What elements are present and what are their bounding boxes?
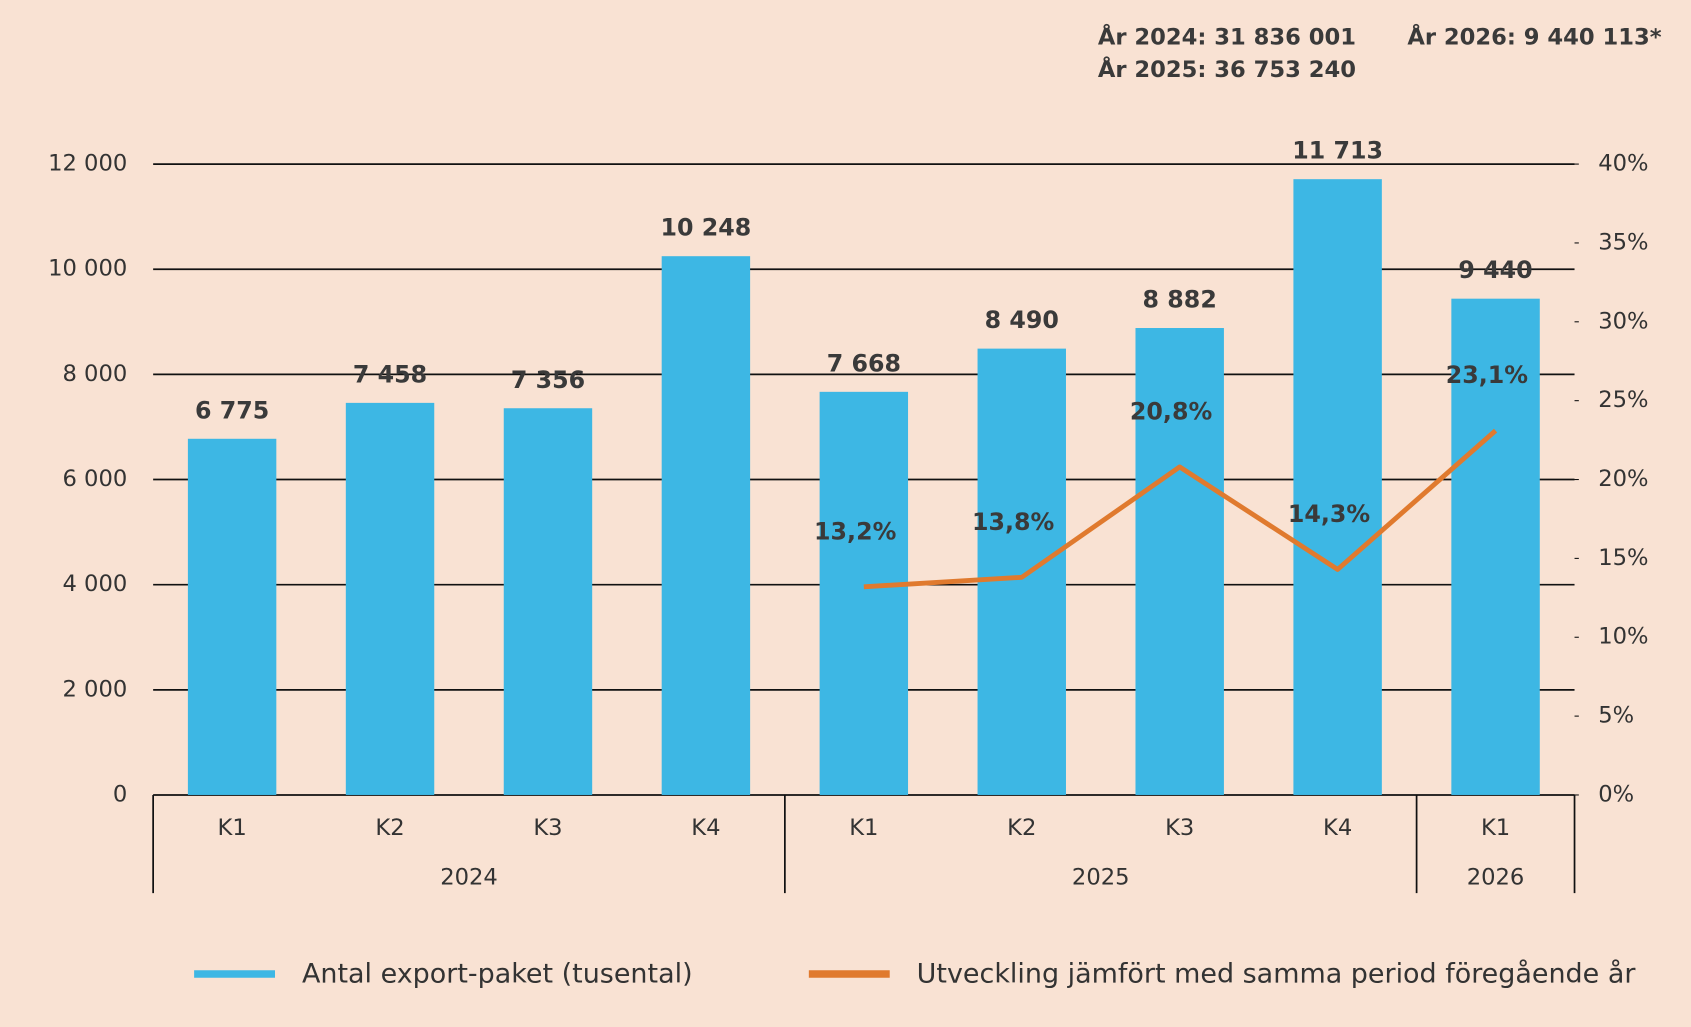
y-tick-label: 10 000 (48, 256, 127, 282)
y2-tick-label: 0% (1598, 781, 1634, 807)
y2-tick-label: 25% (1598, 387, 1648, 413)
y-tick-label: 8 000 (62, 361, 127, 387)
bar (977, 348, 1066, 795)
bar (1451, 298, 1540, 795)
x-tick-label: K1 (849, 815, 878, 841)
y2-tick-label: 40% (1598, 151, 1648, 177)
bar (187, 438, 277, 795)
bar (1135, 328, 1224, 795)
legend-label: Utveckling jämfört med samma period före… (917, 959, 1637, 990)
data-label: 9 440 (1458, 256, 1532, 284)
x-tick-label: K2 (375, 815, 404, 841)
bar (1293, 179, 1382, 795)
x-group-label: 2025 (1072, 865, 1130, 891)
x-tick-label: K4 (691, 815, 720, 841)
y2-tick-label: 20% (1598, 466, 1648, 492)
bar (503, 408, 593, 795)
x-group-label: 2026 (1467, 865, 1525, 891)
data-label: 10 248 (661, 214, 752, 242)
x-tick-label: K4 (1323, 815, 1352, 841)
y-tick-label: 4 000 (62, 571, 127, 597)
data-label: 8 490 (985, 306, 1059, 334)
y2-tick-label: 5% (1598, 703, 1634, 729)
y-tick-label: 2 000 (62, 676, 127, 702)
data-label: 13,2% (814, 517, 897, 545)
data-label: 20,8% (1130, 397, 1213, 425)
x-tick-label: K1 (217, 815, 246, 841)
x-tick-label: K1 (1481, 815, 1510, 841)
x-group-label: 2024 (440, 865, 498, 891)
y2-tick-label: 10% (1598, 624, 1648, 650)
data-label: 7 458 (353, 360, 427, 388)
bar (345, 402, 435, 795)
x-tick-label: K3 (533, 815, 562, 841)
data-label: 7 356 (511, 366, 585, 394)
x-tick-label: K2 (1007, 815, 1036, 841)
data-label: 14,3% (1288, 500, 1371, 528)
y2-tick-label: 35% (1598, 229, 1648, 255)
data-label: 8 882 (1143, 286, 1217, 314)
y-tick-label: 0 (113, 781, 127, 807)
data-label: 7 668 (827, 349, 901, 377)
data-label: 6 775 (195, 396, 269, 424)
y-tick-label: 12 000 (48, 151, 127, 177)
annotation: År 2026: 9 440 113* (1407, 22, 1661, 50)
legend-label: Antal export-paket (tusental) (302, 959, 693, 990)
annotation: År 2025: 36 753 240 (1098, 55, 1356, 83)
annotation: År 2024: 31 836 001 (1098, 22, 1356, 50)
bar (661, 256, 751, 795)
y-tick-label: 6 000 (62, 466, 127, 492)
bar (819, 391, 909, 795)
line (863, 428, 1498, 590)
data-label: 23,1% (1446, 361, 1529, 389)
y2-tick-label: 30% (1598, 308, 1648, 334)
x-tick-label: K3 (1165, 815, 1194, 841)
data-label: 11 713 (1292, 137, 1383, 165)
y2-tick-label: 15% (1598, 545, 1648, 571)
data-label: 13,8% (972, 508, 1055, 536)
